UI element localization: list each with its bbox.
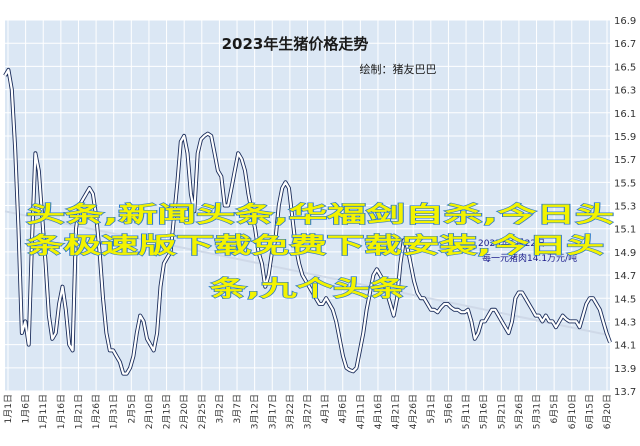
x-tick-label: 6月15日: [584, 394, 595, 429]
x-tick-label: 4月21日: [391, 394, 402, 429]
x-tick-label: 5月11日: [461, 394, 472, 429]
x-tick-label: 1月6日: [21, 394, 32, 423]
y-tick-label: 14.1: [614, 341, 636, 352]
chart-title: 2023年生猪价格走势: [222, 35, 369, 53]
y-tick-label: 15.7: [614, 155, 636, 166]
x-tick-label: 1月26日: [91, 394, 102, 429]
x-tick-label: 4月6日: [338, 394, 349, 423]
x-tick-label: 5月21日: [496, 394, 507, 429]
x-tick-label: 2月5日: [126, 394, 137, 423]
y-tick-label: 16.3: [614, 86, 636, 97]
x-tick-label: 5月6日: [443, 394, 454, 423]
x-tick-label: 4月11日: [355, 394, 366, 429]
y-tick-label: 16.7: [614, 39, 636, 50]
x-tick-label: 3月27日: [303, 394, 314, 429]
x-tick-label: 3月22日: [285, 394, 296, 429]
watermark-line-1: 头条,新闻头条,华福剑自杀,今日头: [26, 202, 614, 228]
x-tick-label: 6月10日: [567, 394, 578, 429]
x-tick-label: 2月20日: [179, 394, 190, 429]
x-tick-label: 4月26日: [408, 394, 419, 429]
watermark-line-2: 条极速版下载免费下载安装,今日头: [24, 233, 604, 259]
y-tick-label: 15.9: [614, 132, 636, 143]
x-tick-label: 1月11日: [38, 394, 49, 429]
x-tick-label: 3月17日: [267, 394, 278, 429]
y-tick-label: 15.1: [614, 225, 636, 236]
annotation-text: 每一元猪肉14.1万元/吨: [482, 252, 577, 264]
x-tick-label: 1月21日: [73, 394, 84, 429]
y-tick-label: 13.7: [614, 387, 636, 398]
annotation-date: 2023年6月22日: [478, 237, 545, 249]
x-axis: 1月1日 1月6日 1月11日 1月16日 1月21日 1月26日 1月31日 2月5日 2月1…: [3, 394, 613, 429]
y-tick-label: 15.5: [614, 178, 636, 189]
y-tick-label: 14.3: [614, 317, 636, 328]
x-tick-label: 2月25日: [197, 394, 208, 429]
x-tick-label: 5月16日: [479, 394, 490, 429]
watermark: 头条,新闻头条,华福剑自杀,今日头 条极速版下载免费下载安装,今日头 条,九个头…: [24, 201, 615, 302]
chart-subtitle: 绘制：猪友巴巴: [360, 62, 437, 76]
x-tick-label: 1月16日: [56, 394, 67, 429]
y-tick-label: 16.9: [614, 16, 636, 27]
y-tick-label: 14.9: [614, 248, 636, 259]
x-tick-label: 4月1日: [320, 394, 331, 423]
y-axis: 13.7 13.9 14.1 14.3 14.5 14.7 14.9 15.1 15.3 15.5…: [614, 16, 636, 398]
x-tick-label: 5月31日: [532, 394, 543, 429]
x-tick-label: 1月1日: [3, 394, 14, 423]
x-tick-label: 1月31日: [109, 394, 120, 429]
y-tick-label: 15.3: [614, 202, 636, 213]
y-tick-label: 16.5: [614, 62, 636, 73]
y-tick-label: 16.1: [614, 109, 636, 120]
annotation: 2023年6月22日 每一元猪肉14.1万元/吨: [478, 237, 577, 264]
x-tick-label: 5月1日: [426, 394, 437, 423]
x-tick-label: 3月12日: [250, 394, 261, 429]
grid-lines: [5, 19, 610, 392]
watermark-line-3: 条,九个头条: [208, 276, 407, 302]
y-tick-label: 13.9: [614, 364, 636, 375]
x-tick-label: 4月16日: [373, 394, 384, 429]
y-tick-label: 14.5: [614, 294, 636, 305]
y-tick-label: 14.7: [614, 271, 636, 282]
x-tick-label: 2月10日: [144, 394, 155, 429]
x-tick-label: 3月2日: [214, 394, 225, 423]
x-tick-label: 2月15日: [162, 394, 173, 429]
x-tick-label: 3月7日: [232, 394, 243, 423]
price-line: [4, 68, 612, 375]
x-tick-label: 5月26日: [514, 394, 525, 429]
x-tick-label: 6月5日: [549, 394, 560, 423]
trend-line: [4, 210, 611, 337]
x-tick-label: 6月20日: [602, 394, 613, 429]
